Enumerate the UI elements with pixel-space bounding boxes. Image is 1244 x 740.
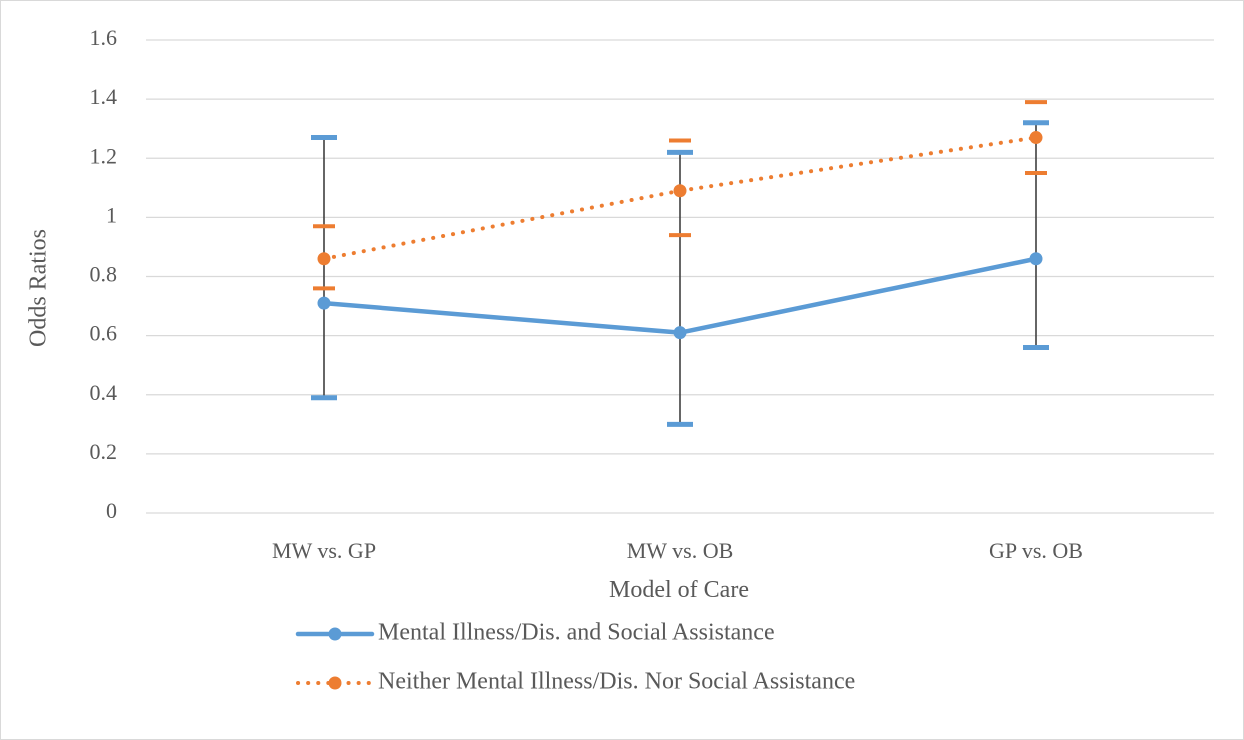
data-point — [317, 296, 331, 310]
y-tick-label: 0.2 — [90, 439, 118, 464]
y-tick-label: 0 — [106, 498, 117, 523]
y-tick-label: 1 — [106, 202, 117, 227]
y-axis-ticks: 0 0.2 0.4 0.6 0.8 1 1.2 1.4 1.6 — [90, 25, 118, 523]
y-tick-label: 0.8 — [90, 262, 118, 287]
y-tick-label: 0.6 — [90, 321, 118, 346]
x-tick-label: GP vs. OB — [989, 538, 1083, 563]
legend-marker — [328, 627, 342, 641]
legend-label: Mental Illness/Dis. and Social Assistanc… — [378, 620, 775, 646]
data-point — [1029, 252, 1043, 266]
y-tick-label: 1.2 — [90, 143, 118, 168]
y-tick-label: 1.6 — [90, 25, 118, 50]
legend: Mental Illness/Dis. and Social Assistanc… — [295, 620, 855, 695]
data-point — [673, 184, 687, 198]
x-tick-label: MW vs. GP — [272, 538, 376, 563]
legend-label: Neither Mental Illness/Dis. Nor Social A… — [378, 669, 855, 695]
x-axis-title: Model of Care — [609, 577, 749, 603]
data-point — [1029, 131, 1043, 145]
error-bars — [311, 100, 1049, 427]
y-tick-label: 1.4 — [90, 84, 118, 109]
data-point — [317, 252, 331, 266]
x-tick-label: MW vs. OB — [627, 538, 734, 563]
legend-marker — [328, 676, 342, 690]
y-tick-label: 0.4 — [90, 380, 118, 405]
x-axis-ticks: MW vs. GP MW vs. OB GP vs. OB — [272, 538, 1083, 563]
data-point — [673, 326, 687, 340]
series-markers — [317, 131, 1043, 340]
y-axis-title: Odds Ratios — [26, 229, 52, 347]
